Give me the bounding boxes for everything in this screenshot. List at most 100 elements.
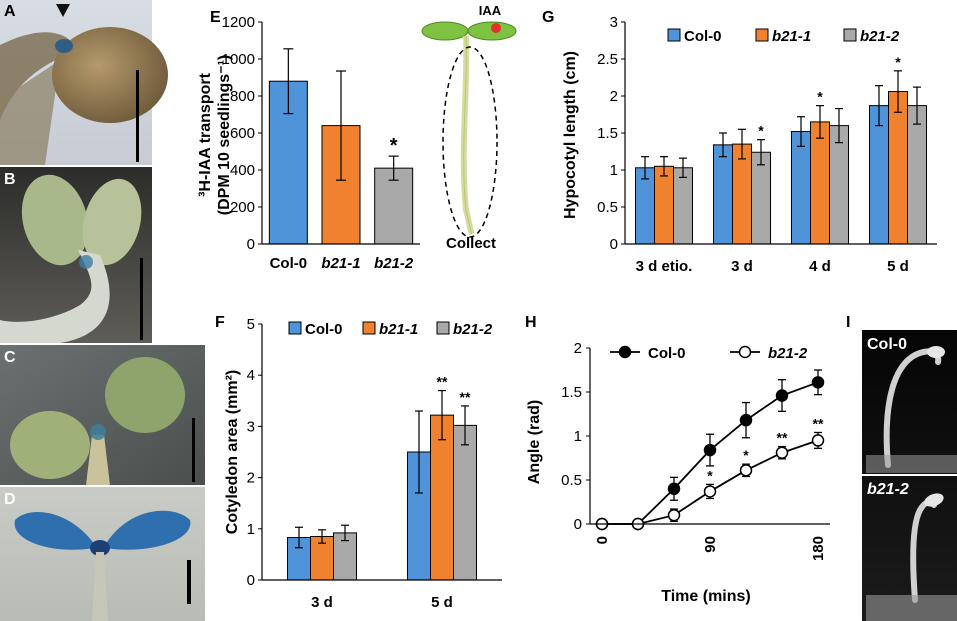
e-ytick-label: 1200 [222,14,255,31]
h-ylabel: Angle (rad) [526,400,543,484]
f-ytick-label: 4 [247,367,255,384]
iaa-dot [491,23,501,33]
photo-label-i: I [846,314,850,331]
f-legend-swatch [362,321,376,335]
g-significance: * [895,54,901,70]
h-xtick-label: 90 [702,536,719,553]
f-legend-label: Col-0 [305,321,343,338]
h-ytick-label: 1 [574,428,582,445]
h-legend-label: Col-0 [648,345,686,362]
h-point [703,443,717,457]
scale-bar [187,560,191,604]
g-ytick-label: 1 [610,162,618,179]
g-bar [829,125,849,245]
photo-label-b: B [4,171,16,188]
g-category-label: 4 d [809,258,831,275]
e-ylabel-line1: ³H-IAA transport [197,72,214,197]
e-inset-collect-label: Collect [446,235,496,252]
h-point [739,464,753,477]
f-significance: ** [437,374,448,390]
g-legend-label: b21-1 [772,28,811,45]
e-category-label: Col-0 [270,255,308,272]
h-significance: * [707,467,713,483]
f-significance: ** [460,389,471,405]
h-xtick-label: 180 [810,536,827,561]
photo-label-c: C [4,349,16,366]
arrowhead-icon [56,4,70,17]
f-legend-label: b21-2 [453,321,493,338]
g-category-label: 3 d etio. [636,258,693,275]
f-ylabel: Cotyledon area (mm²) [224,370,241,534]
chart-h: 00.511.520 90 180 ****** Col-0 b21-2 Angle … [526,340,830,605]
f-category-label: 5 d [431,594,453,611]
photo-sublabel-b21-2: b21-2 [867,481,909,498]
h-significance: ** [813,415,824,431]
g-bar [654,165,674,245]
panel-label-h: H [525,314,537,331]
h-point [667,482,681,496]
h-significance: * [743,447,749,463]
photo-label-d: D [4,491,16,508]
g-bar [869,105,889,245]
panel-label-f: F [215,314,225,331]
h-legend-marker [738,345,752,359]
scale-bar [192,418,195,482]
photo-panel-c: C [0,345,205,485]
h-ytick-label: 0 [574,516,582,533]
h-point [703,485,717,498]
g-legend-label: Col-0 [684,28,722,45]
e-category-label: b21-1 [321,255,360,272]
g-bar [673,167,693,245]
scale-bar [140,258,143,340]
e-inset-schematic: IAA Collect [421,3,517,252]
f-bar [453,424,477,581]
g-bar [810,121,830,245]
h-point [775,446,789,459]
g-legend-swatch [667,28,681,42]
g-significance: * [817,89,823,105]
e-ytick-label: 600 [230,125,255,142]
photo-label-a: A [4,3,16,20]
g-bar [791,131,811,245]
f-legend-label: b21-1 [379,321,418,338]
e-ytick-label: 1000 [222,51,255,68]
g-ytick-label: 2 [610,88,618,105]
f-category-label: 3 d [311,594,333,611]
photo-sublabel-col0: Col-0 [867,336,907,353]
f-ytick-label: 2 [247,470,255,487]
chart-f: 0 1 2 3 4 5 3 d 5 d ** ** Col-0 b21-1 b21-2 Cotyl… [224,316,502,611]
h-ytick-label: 1.5 [561,384,582,401]
h-ytick-label: 2 [574,340,582,357]
e-ytick-label: 200 [230,199,255,216]
g-ytick-label: 0.5 [597,199,618,216]
h-point [775,389,789,402]
g-category-label: 5 d [887,258,909,275]
g-category-label: 3 d [731,258,753,275]
e-inset-iaa-label: IAA [479,3,502,18]
g-bar [713,144,733,245]
photo-panel-i: I Col-0 b21-2 [846,314,957,621]
e-ytick-label: 0 [247,236,255,253]
h-legend-marker [618,345,632,359]
e-significance: * [390,135,398,157]
photo-panel-b: B [0,167,152,343]
gus-stain-spot [55,39,73,53]
h-legend-label: b21-2 [768,345,808,362]
chart-g: 0 0.5 1 1.5 2 2.5 3 3 d etio. 3 d 4 d 5 d * * * Col… [562,14,937,275]
f-legend-swatch [436,321,450,335]
h-significance: ** [777,430,788,446]
h-point [811,376,825,389]
f-ytick-label: 1 [247,521,255,538]
g-ytick-label: 2.5 [597,51,618,68]
e-ytick-label: 800 [230,88,255,105]
f-legend-swatch [288,321,302,335]
h-point [811,434,825,447]
g-legend-swatch [755,28,769,42]
g-ytick-label: 0 [610,236,618,253]
panel-label-g: G [542,9,554,26]
g-bar [751,151,771,245]
panel-label-e: E [210,9,221,26]
g-legend-swatch [843,28,857,42]
g-bar [907,105,927,245]
